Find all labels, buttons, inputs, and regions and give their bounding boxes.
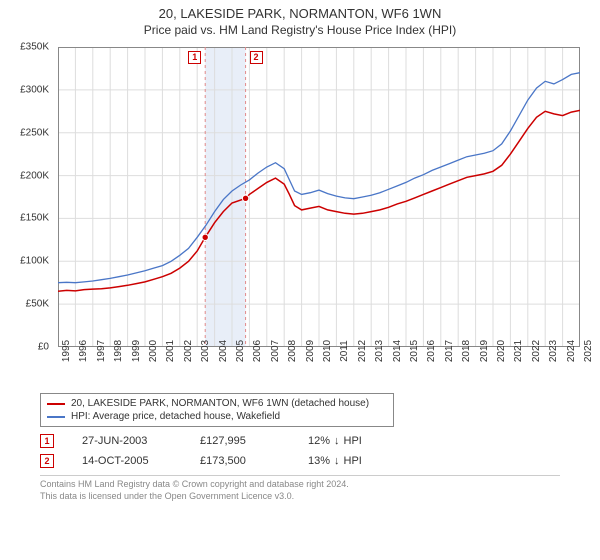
x-axis-label: 2018 [461,340,472,362]
transaction-price: £173,500 [200,455,280,467]
legend: 20, LAKESIDE PARK, NORMANTON, WF6 1WN (d… [40,393,394,427]
chart-titles: 20, LAKESIDE PARK, NORMANTON, WF6 1WN Pr… [0,0,600,37]
transaction-point-1 [202,234,208,240]
down-arrow-icon: ↓ [334,435,340,447]
chart-title-address: 20, LAKESIDE PARK, NORMANTON, WF6 1WN [0,6,600,21]
y-axis-label: £200K [20,170,49,181]
x-axis-label: 2017 [444,340,455,362]
transaction-row-marker: 2 [40,454,54,468]
x-axis-label: 2015 [409,340,420,362]
plot-region [58,47,580,347]
x-axis-label: 2008 [287,340,298,362]
transaction-vs-hpi: 12%↓HPI [308,435,362,447]
transaction-row: 2 14-OCT-2005 £173,500 13%↓HPI [40,451,600,471]
transaction-row: 1 27-JUN-2003 £127,995 12%↓HPI [40,431,600,451]
x-axis-label: 2019 [479,340,490,362]
x-axis-label: 2011 [339,340,350,362]
y-axis-label: £250K [20,127,49,138]
down-arrow-icon: ↓ [334,455,340,467]
x-axis-label: 2007 [270,340,281,362]
x-axis-label: 2013 [374,340,385,362]
transaction-marker-1: 1 [188,51,201,64]
footnote-line-1: Contains HM Land Registry data © Crown c… [40,479,560,491]
chart-title-subtitle: Price paid vs. HM Land Registry's House … [0,21,600,37]
transaction-date: 14-OCT-2005 [82,455,172,467]
y-axis-label: £150K [20,213,49,224]
legend-swatch [47,416,65,418]
x-axis-label: 2012 [357,340,368,362]
transaction-date: 27-JUN-2003 [82,435,172,447]
y-axis-label: £0 [38,342,49,353]
footnote: Contains HM Land Registry data © Crown c… [40,475,560,502]
transaction-vs-hpi: 13%↓HPI [308,455,362,467]
x-axis-label: 2005 [235,340,246,362]
footnote-line-2: This data is licensed under the Open Gov… [40,491,560,503]
x-axis-label: 2024 [566,340,577,362]
x-axis-label: 1995 [61,340,72,362]
x-axis-label: 2022 [531,340,542,362]
x-axis-label: 2006 [252,340,263,362]
transaction-marker-2: 2 [250,51,263,64]
x-axis-label: 2001 [165,340,176,362]
legend-label: HPI: Average price, detached house, Wake… [71,411,280,422]
transaction-list: 1 27-JUN-2003 £127,995 12%↓HPI 2 14-OCT-2005 £… [0,431,600,471]
transaction-point-2 [242,195,248,201]
x-axis-label: 2009 [305,340,316,362]
x-axis-label: 2023 [548,340,559,362]
legend-item: 20, LAKESIDE PARK, NORMANTON, WF6 1WN (d… [47,397,387,410]
x-axis-label: 2000 [148,340,159,362]
y-axis-label: £100K [20,256,49,267]
x-axis-label: 2020 [496,340,507,362]
legend-label: 20, LAKESIDE PARK, NORMANTON, WF6 1WN (d… [71,398,369,409]
transaction-row-marker: 1 [40,434,54,448]
legend-item: HPI: Average price, detached house, Wake… [47,410,387,423]
y-axis-label: £350K [20,42,49,53]
x-axis-label: 2014 [392,340,403,362]
legend-swatch [47,403,65,405]
y-axis-label: £300K [20,84,49,95]
x-axis-label: 2004 [218,340,229,362]
y-axis-label: £50K [26,299,49,310]
x-axis-label: 1998 [113,340,124,362]
x-axis-label: 2021 [513,340,524,362]
x-axis-label: 1997 [96,340,107,362]
x-axis-label: 2003 [200,340,211,362]
x-axis-label: 2025 [583,340,594,362]
x-axis-label: 2016 [426,340,437,362]
x-axis-label: 1996 [78,340,89,362]
x-axis-label: 2010 [322,340,333,362]
chart-area: £0 £50K £100K £150K £200K £250K £300K £350K 1995… [10,37,590,387]
x-axis-label: 2002 [183,340,194,362]
x-axis-label: 1999 [131,340,142,362]
transaction-price: £127,995 [200,435,280,447]
